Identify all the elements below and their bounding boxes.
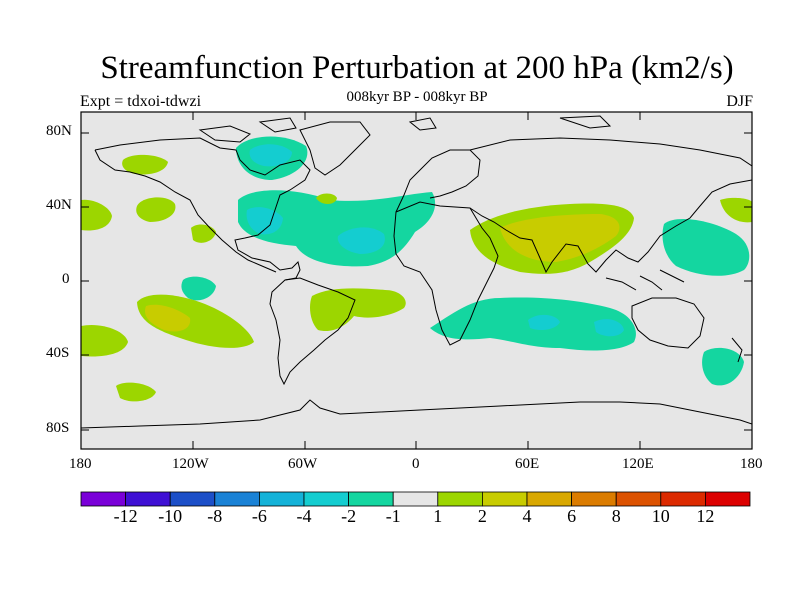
- colorbar-label: 2: [477, 506, 487, 526]
- colorbar-label: -8: [207, 506, 223, 526]
- lon-tick-label: 60E: [515, 456, 540, 472]
- anomaly-region: [249, 144, 292, 167]
- colorbar-swatch: [571, 491, 617, 507]
- chart-subtitle: 008kyr BP - 008kyr BP: [346, 89, 488, 105]
- anomaly-region: [238, 190, 436, 267]
- anomaly-region: [720, 197, 752, 223]
- coastline-north-america: [94, 149, 277, 273]
- colorbar-label: 6: [567, 506, 577, 526]
- chart-title: Streamfunction Perturbation at 200 hPa (…: [100, 50, 734, 86]
- colorbar-swatch: [258, 491, 305, 507]
- coastline-antarctica: [81, 399, 752, 429]
- colorbar-label: -12: [113, 506, 138, 526]
- colorbar-swatch: [660, 491, 706, 507]
- lon-tick-label: 120W: [172, 456, 209, 472]
- anomaly-region: [122, 154, 168, 175]
- coastline-asia: [469, 137, 752, 274]
- colorbar-swatch: [303, 491, 349, 507]
- colorbar-swatch: [437, 491, 483, 507]
- colorbar-swatch: [169, 491, 216, 507]
- anomaly-region: [191, 224, 216, 243]
- anomaly-region: [144, 304, 191, 332]
- colorbar-label: -1: [385, 506, 401, 526]
- lon-tick-label: 120E: [622, 456, 654, 472]
- anomaly-region: [310, 288, 406, 332]
- lat-tick-label: 40S: [46, 345, 70, 361]
- colorbar-swatch: [705, 491, 751, 507]
- colorbar-swatch: [348, 491, 394, 507]
- anomaly-region: [116, 382, 156, 402]
- colorbar-swatch: [214, 491, 260, 507]
- coastline-new-zealand: [731, 337, 743, 363]
- coastline-greenland: [299, 121, 371, 176]
- colorbar-label: -6: [251, 506, 267, 526]
- lat-tick-label: 40N: [46, 197, 72, 213]
- lon-tick-label: 0: [412, 456, 420, 472]
- colorbar-label: -2: [341, 506, 357, 526]
- lon-tick-label: 60W: [288, 456, 318, 472]
- lon-tick-label: 180: [69, 456, 92, 472]
- colorbar-label: 1: [433, 506, 443, 526]
- coastline-maritime-continent: [605, 269, 685, 291]
- lon-tick-label: 180: [740, 456, 763, 472]
- anomaly-region: [181, 276, 216, 301]
- colorbar-label: -10: [158, 506, 183, 526]
- coastline-australia: [631, 297, 705, 349]
- experiment-label: Expt = tdxoi-tdwzi: [80, 93, 202, 110]
- anomaly-region: [528, 314, 560, 330]
- colorbar-label: -4: [296, 506, 312, 526]
- colorbar-label: 12: [696, 506, 715, 526]
- anomaly-region: [702, 347, 744, 386]
- colorbar-swatch: [481, 491, 528, 507]
- anomaly-region: [594, 319, 624, 337]
- colorbar-swatch: [392, 491, 439, 507]
- colorbar-swatch: [125, 491, 171, 507]
- anomaly-region: [337, 227, 385, 254]
- lat-tick-label: 80S: [46, 420, 70, 436]
- colorbar-swatch: [80, 491, 126, 507]
- coastline-south-america: [269, 277, 356, 386]
- anomaly-region: [136, 197, 176, 222]
- anomaly-region: [316, 193, 337, 205]
- colorbar-label: 8: [611, 506, 621, 526]
- lat-tick-label: 80N: [46, 123, 72, 139]
- colorbar-label: 10: [651, 506, 670, 526]
- colorbar-swatch: [526, 491, 572, 507]
- colorbar-swatch: [615, 491, 662, 507]
- lat-tick-label: 0: [62, 271, 70, 287]
- axis-ticks: [80, 112, 753, 449]
- anomaly-region: [81, 324, 128, 357]
- colorbar-label: 4: [522, 506, 532, 526]
- coastlines: [81, 115, 752, 429]
- coastline-north-america: [94, 137, 311, 281]
- map-background: [81, 112, 752, 449]
- colorbar: [80, 491, 751, 507]
- anomaly-region: [500, 214, 620, 262]
- coastline-arctic-islands: [198, 115, 612, 143]
- anomaly-region: [662, 219, 750, 276]
- season-label: DJF: [726, 93, 753, 110]
- coastline-africa: [393, 201, 499, 346]
